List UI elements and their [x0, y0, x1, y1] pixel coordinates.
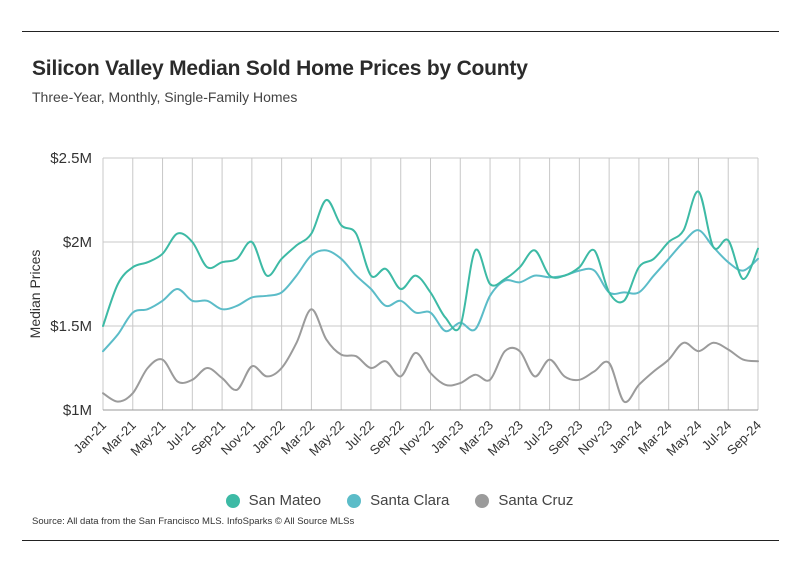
top-rule	[22, 31, 779, 32]
legend-item-santa-clara: Santa Clara	[347, 492, 449, 509]
legend-swatch-san-mateo	[225, 493, 240, 508]
bottom-rule	[22, 540, 779, 541]
legend-item-san-mateo: San Mateo	[225, 492, 322, 509]
chart-title: Silicon Valley Median Sold Home Prices b…	[32, 57, 528, 80]
y-tick-label: $1.5M	[50, 318, 92, 335]
legend-label-santa-cruz: Santa Cruz	[498, 492, 574, 509]
y-tick-label: $2M	[63, 234, 92, 251]
x-tick-label: Nov-21	[218, 418, 258, 458]
x-tick-label: Nov-23	[575, 418, 615, 458]
series-line-santa-clara	[102, 229, 759, 353]
series-line-santa-cruz	[102, 308, 759, 404]
chart-subtitle: Three-Year, Monthly, Single-Family Homes	[32, 89, 298, 105]
series-line-san-mateo	[102, 190, 759, 332]
y-tick-label: $2.5M	[50, 150, 92, 167]
legend-swatch-santa-cruz	[475, 493, 490, 508]
source-note: Source: All data from the San Francisco …	[32, 516, 355, 527]
x-tick-label: Nov-22	[396, 418, 436, 458]
legend-label-santa-clara: Santa Clara	[370, 492, 450, 509]
y-tick-label: $1M	[63, 402, 92, 419]
x-tick-label: Sep-24	[724, 418, 764, 458]
legend-label-san-mateo: San Mateo	[248, 492, 322, 509]
chart-legend: San Mateo Santa Clara Santa Cruz	[0, 492, 799, 509]
legend-swatch-santa-clara	[347, 493, 362, 508]
legend-item-santa-cruz: Santa Cruz	[475, 492, 573, 509]
y-axis-title: Median Prices	[27, 250, 43, 339]
